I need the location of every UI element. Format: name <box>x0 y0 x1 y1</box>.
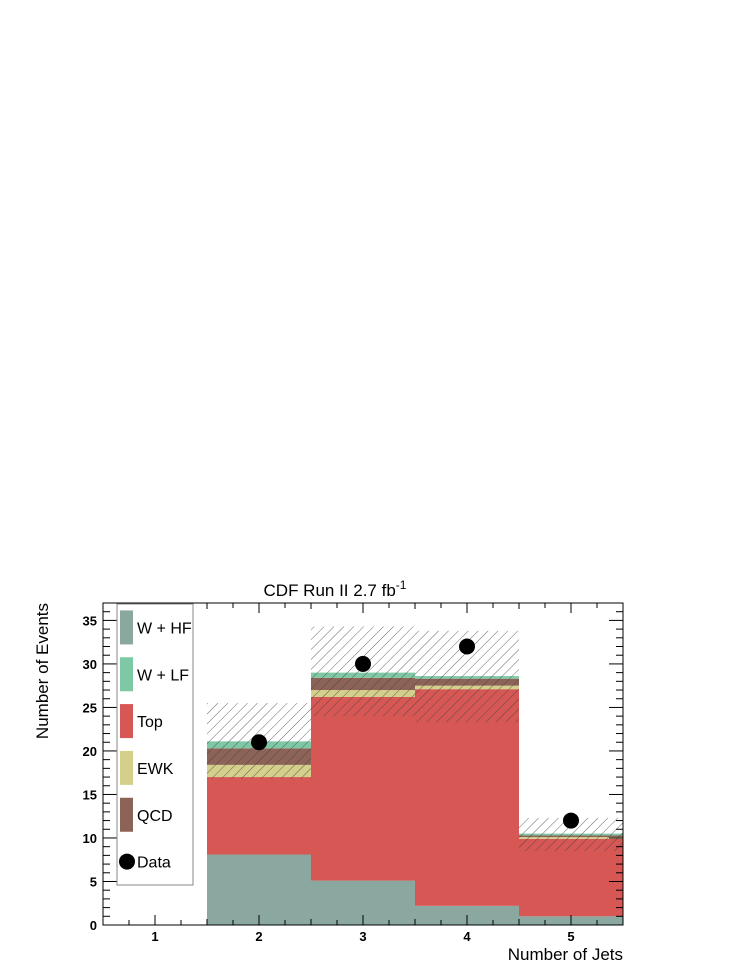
legend-box <box>116 603 194 886</box>
y-tick-label: 0 <box>90 918 97 933</box>
y-tick-label: 25 <box>83 700 97 715</box>
legend-swatch-top <box>120 704 133 739</box>
stacked-bars <box>207 672 623 925</box>
bar-top-3 <box>311 696 415 881</box>
legend-swatch-w-hf <box>120 610 133 645</box>
y-tick-label: 35 <box>83 613 97 628</box>
y-tick-label: 5 <box>90 874 97 889</box>
data-point-2 <box>251 734 267 751</box>
legend: W + HF W + LF Top EWK QCD Data <box>116 603 194 886</box>
legend-swatch-w-lf <box>120 657 133 692</box>
bar-w-hf-2 <box>207 854 311 925</box>
legend-label-qcd: QCD <box>137 808 173 825</box>
y-axis-label: Number of Events <box>33 603 52 739</box>
data-point-4 <box>459 638 475 655</box>
data-point-3 <box>355 655 371 672</box>
legend-label-data: Data <box>137 855 171 872</box>
legend-label-ewk: EWK <box>137 761 174 778</box>
legend-swatch-qcd <box>120 797 133 832</box>
y-tick-label: 20 <box>83 744 97 759</box>
bar-top-5 <box>519 838 623 917</box>
x-tick-label: 2 <box>255 929 262 944</box>
y-tick-label: 10 <box>83 831 97 846</box>
data-points <box>251 638 579 829</box>
chart-title-superscript: -1 <box>396 578 407 592</box>
x-tick-label: 3 <box>359 929 366 944</box>
legend-label-w-lf: W + LF <box>137 667 189 684</box>
bar-top-4 <box>415 689 519 906</box>
data-point-5 <box>563 812 579 829</box>
bar-top-2 <box>207 777 311 855</box>
y-tick-label: 15 <box>83 787 97 802</box>
x-tick-label: 1 <box>151 929 158 944</box>
legend-swatch-ewk <box>120 750 133 785</box>
x-tick-label: 4 <box>463 929 471 944</box>
chart-title: CDF Run II 2.7 fb-1 <box>264 578 407 600</box>
x-tick-label: 5 <box>567 929 574 944</box>
y-tick-label: 30 <box>83 657 97 672</box>
legend-marker-data <box>119 853 135 870</box>
legend-label-top: Top <box>137 714 163 731</box>
x-axis-label: Number of Jets <box>508 945 623 964</box>
legend-label-w-hf: W + HF <box>137 620 192 637</box>
chart-title-main: CDF Run II 2.7 fb <box>264 581 396 600</box>
